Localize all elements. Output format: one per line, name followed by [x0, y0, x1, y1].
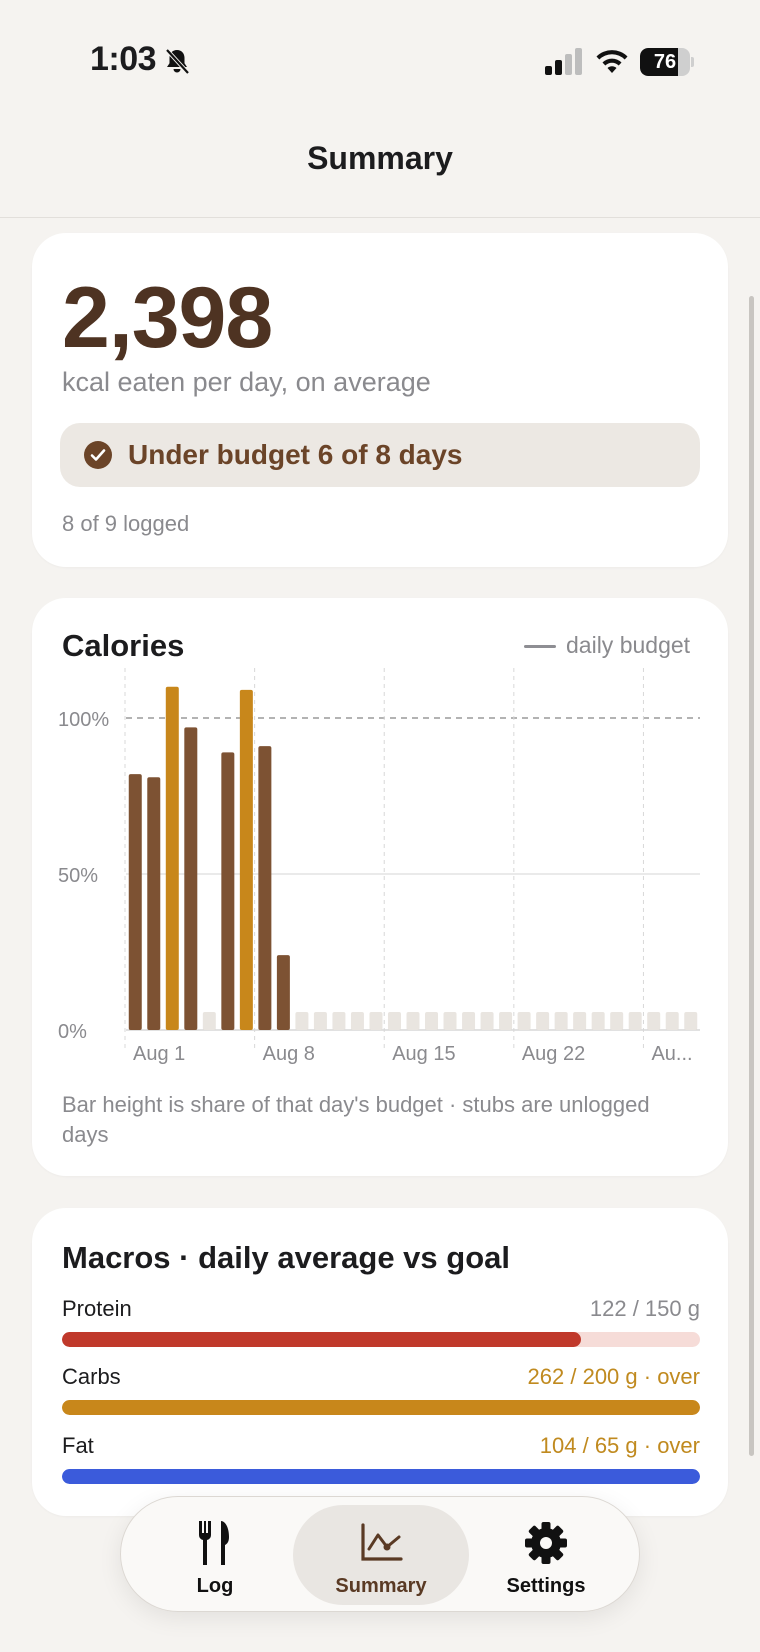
calorie-bar	[147, 777, 161, 1030]
unlogged-day-stub	[647, 1012, 661, 1030]
calories-chart: 0% 50% 100% Aug 1 Aug 8 Aug 15 Aug 22 Au...	[58, 668, 700, 1065]
macro-row-carbs: Carbs 262 / 200 g · over	[62, 1364, 700, 1420]
average-kcal-value: 2,398	[62, 270, 273, 366]
tab-summary[interactable]: Summary	[293, 1505, 469, 1605]
logged-count: 8 of 9 logged	[62, 511, 190, 536]
status-bar: 1:03 76	[0, 0, 760, 120]
macro-progress-track	[62, 1332, 700, 1347]
macro-row-fat: Fat 104 / 65 g · over	[62, 1433, 700, 1489]
budget-status-text: Under budget 6 of 8 days	[128, 439, 463, 470]
macro-progress-track	[62, 1469, 700, 1484]
unlogged-day-stub	[313, 1012, 327, 1030]
unlogged-day-stub	[202, 1012, 216, 1030]
calories-title: Calories	[62, 628, 185, 663]
tab-bar: Log Summary	[120, 1496, 640, 1612]
unlogged-day-stub	[443, 1012, 457, 1030]
macro-value: 104 / 65 g · over	[539, 1433, 700, 1458]
unlogged-day-stub	[554, 1012, 568, 1030]
macro-progress-fill	[62, 1469, 700, 1484]
calorie-bar	[239, 689, 253, 1030]
chart-line-icon	[361, 1523, 403, 1561]
y-tick-label: 0%	[58, 1021, 87, 1043]
calorie-bar	[276, 955, 290, 1030]
macro-value: 262 / 200 g · over	[527, 1364, 700, 1389]
unlogged-day-stub	[684, 1012, 698, 1030]
unlogged-day-stub	[517, 1012, 531, 1030]
checkmark-circle-icon	[84, 441, 112, 469]
legend-swatch	[524, 645, 556, 648]
unlogged-day-stub	[425, 1012, 439, 1030]
fork-knife-icon	[198, 1521, 229, 1565]
calories-card: Calories daily budget 0% 50% 100% Aug 1 Aug …	[32, 598, 728, 1176]
x-tick-label: Aug 1	[133, 1043, 185, 1065]
wifi-icon	[596, 50, 628, 73]
tab-settings[interactable]: Settings	[471, 1505, 621, 1605]
macros-title: Macros · daily average vs goal	[62, 1240, 510, 1275]
x-tick-label: Aug 22	[522, 1043, 585, 1065]
gear-icon	[525, 1522, 567, 1564]
macro-name: Fat	[62, 1433, 94, 1458]
tab-label: Settings	[506, 1575, 586, 1597]
cellular-signal-icon	[545, 48, 582, 75]
scrollbar[interactable]	[749, 296, 754, 1456]
tab-log[interactable]: Log	[145, 1505, 285, 1605]
unlogged-day-stub	[573, 1012, 587, 1030]
unlogged-day-stub	[499, 1012, 513, 1030]
macro-row-protein: Protein 122 / 150 g	[62, 1296, 700, 1352]
macro-name: Carbs	[62, 1364, 121, 1389]
unlogged-day-stub	[591, 1012, 605, 1030]
unlogged-day-stub	[610, 1012, 624, 1030]
unlogged-day-stub	[369, 1012, 383, 1030]
calorie-bar	[165, 686, 179, 1030]
macro-progress-track	[62, 1400, 700, 1415]
y-tick-label: 100%	[58, 709, 109, 731]
macro-progress-fill	[62, 1332, 581, 1347]
unlogged-day-stub	[665, 1012, 679, 1030]
unlogged-day-stub	[332, 1012, 346, 1030]
chart-note: Bar height is share of that day's budget…	[62, 1092, 650, 1147]
x-tick-label: Aug 15	[392, 1043, 455, 1065]
y-tick-label: 50%	[58, 865, 98, 887]
legend-label: daily budget	[566, 632, 691, 658]
unlogged-day-stub	[350, 1012, 364, 1030]
unlogged-day-stub	[406, 1012, 420, 1030]
bell-slash-icon	[165, 48, 190, 75]
unlogged-day-stub	[480, 1012, 494, 1030]
navigation-bar: Summary	[0, 120, 760, 218]
tab-label: Summary	[335, 1575, 427, 1597]
x-tick-label: Aug 8	[263, 1043, 315, 1065]
battery-level: 76	[653, 51, 677, 73]
calorie-bar	[128, 774, 142, 1030]
battery-icon: 76	[640, 48, 694, 76]
calorie-bar	[258, 746, 272, 1030]
unlogged-day-stub	[295, 1012, 309, 1030]
calorie-bar	[184, 727, 198, 1030]
macro-progress-fill	[62, 1400, 700, 1415]
x-tick-label: Au...	[651, 1043, 692, 1065]
average-card: 2,398 kcal eaten per day, on average Und…	[32, 233, 728, 567]
calorie-bar	[221, 752, 235, 1030]
budget-status-badge: Under budget 6 of 8 days	[60, 423, 700, 487]
macro-value: 122 / 150 g	[589, 1296, 700, 1321]
unlogged-day-stub	[387, 1012, 401, 1030]
unlogged-day-stub	[628, 1012, 642, 1030]
tab-label: Log	[196, 1575, 234, 1597]
status-time: 1:03	[90, 40, 157, 78]
average-caption: kcal eaten per day, on average	[62, 367, 431, 397]
unlogged-day-stub	[462, 1012, 476, 1030]
macros-card: Macros · daily average vs goal Protein 1…	[32, 1208, 728, 1516]
page-title: Summary	[307, 140, 453, 176]
unlogged-day-stub	[536, 1012, 550, 1030]
macro-name: Protein	[62, 1296, 132, 1321]
